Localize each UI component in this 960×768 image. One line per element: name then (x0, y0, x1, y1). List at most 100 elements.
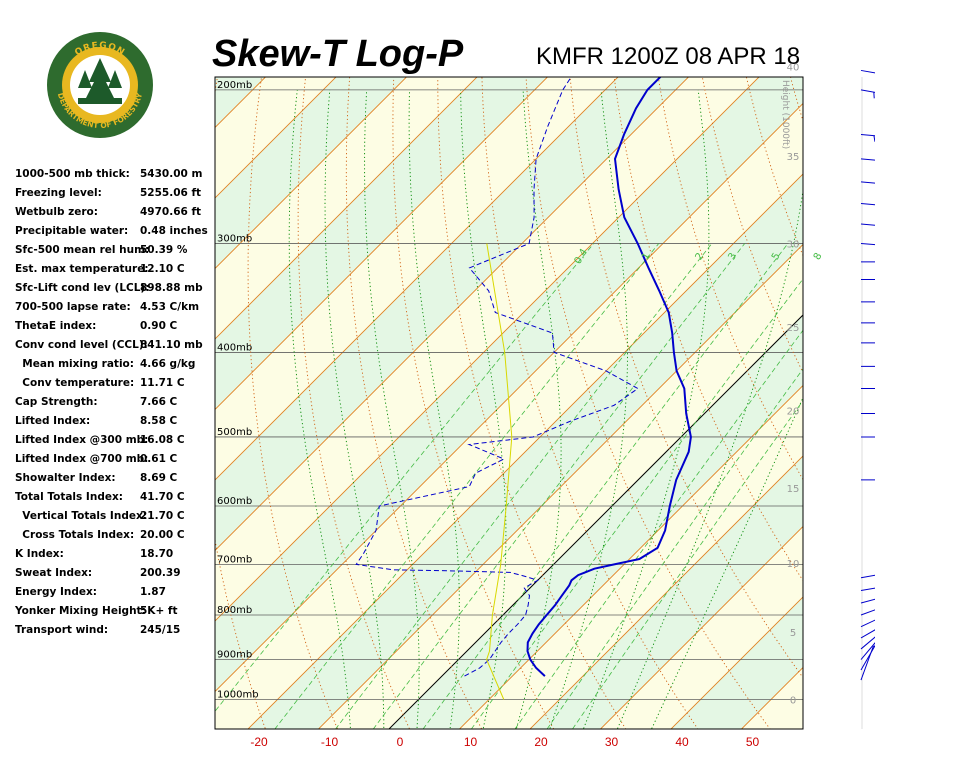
index-row: Transport wind: 245/15 (15, 624, 215, 643)
isotherm (215, 77, 478, 340)
mixing-ratio-label: 1 (640, 251, 653, 262)
mixing-ratio-line (274, 243, 660, 729)
moist-adiabat (364, 89, 420, 729)
height-tick-label: 5 (790, 628, 796, 639)
parcel-path (486, 243, 513, 700)
moist-adiabat (288, 89, 351, 729)
moist-adiabat (582, 89, 710, 729)
dry-adiabat (345, 77, 483, 729)
index-label: Total Totals Index: (15, 491, 123, 503)
wind-barb (861, 279, 875, 281)
index-label: 1000-500 mb thick: (15, 168, 130, 180)
index-label: 700-500 lapse rate: (15, 301, 131, 313)
index-value: 841.10 mb (140, 339, 203, 351)
pressure-label: 200mb (217, 80, 252, 91)
temperature-tick-label: 10 (464, 735, 478, 749)
temperature-tick-label: 20 (534, 735, 548, 749)
isotherm-band (805, 0, 960, 736)
pressure-label: 800mb (217, 605, 252, 616)
isotherm-zero (388, 314, 803, 729)
index-row: Energy Index: 1.87 (15, 586, 215, 605)
plot-frame (214, 76, 804, 730)
isotherm (599, 525, 803, 729)
index-row: Conv cond level (CCL): 841.10 mb (15, 339, 215, 358)
moist-adiabat (408, 89, 460, 729)
wind-barb (861, 479, 875, 481)
isotherm (215, 77, 549, 411)
index-value: 5K+ ft (140, 605, 178, 617)
wind-barb (860, 158, 875, 161)
temperature-tick-label: -20 (250, 735, 268, 749)
index-value: 8.58 C (140, 415, 178, 427)
index-value: 0.61 C (140, 453, 178, 465)
dry-adiabat (525, 77, 771, 729)
wind-barb (860, 587, 875, 592)
index-value: 200.39 (140, 567, 181, 579)
index-value: 11.71 C (140, 377, 185, 389)
temperature-profile (526, 77, 692, 677)
isotherm-band (215, 103, 803, 729)
wind-barb (860, 636, 875, 650)
height-tick-label: 15 (787, 484, 800, 495)
index-value: 4.66 g/kg (140, 358, 196, 370)
wind-barb (860, 69, 875, 74)
wind-barb (860, 181, 875, 184)
dry-adiabat (247, 77, 339, 729)
pressure-label: 1000mb (217, 690, 259, 701)
chart-title: Skew-T Log-P (212, 33, 464, 75)
index-value: 7.66 C (140, 396, 178, 408)
wind-barb (860, 609, 875, 616)
index-row: Cross Totals Index: 20.00 C (15, 529, 215, 548)
index-value: 41.70 C (140, 491, 185, 503)
pressure-label: 500mb (217, 427, 252, 438)
isotherm-band (215, 77, 336, 198)
index-row: Lifted Index: 8.58 C (15, 415, 215, 434)
dry-adiabat (613, 77, 803, 582)
index-label: Energy Index: (15, 586, 97, 598)
index-label: Vertical Totals Index: (15, 510, 147, 522)
index-label: Mean mixing ratio: (15, 358, 134, 370)
height-tick-label: 30 (787, 239, 800, 250)
mixing-ratio-line (546, 368, 803, 729)
wind-barb (861, 365, 875, 367)
index-row: Sweat Index: 200.39 (15, 567, 215, 586)
index-value: 4970.66 ft (140, 206, 202, 218)
wind-barb (861, 388, 875, 390)
index-value: 5430.00 m (140, 168, 203, 180)
index-row: Sfc-500 mean rel hum: 50.39 % (15, 244, 215, 263)
index-value: 20.00 C (140, 529, 185, 541)
dry-adiabat (569, 77, 803, 679)
index-row: Showalter Index: 8.69 C (15, 472, 215, 491)
index-value: 5255.06 ft (140, 187, 202, 199)
wind-barb (861, 5, 896, 23)
wind-barb (860, 644, 875, 671)
index-value: 8.69 C (140, 472, 178, 484)
index-row: Lifted Index @700 mb: 0.61 C (15, 453, 215, 472)
mixing-ratio-line (372, 243, 746, 729)
index-label: Cap Strength: (15, 396, 98, 408)
index-value: 12.10 C (140, 263, 185, 275)
wind-barb (861, 301, 875, 303)
index-label: Lifted Index @300 mb: (15, 434, 149, 446)
isotherm (458, 384, 803, 729)
dry-adiabat (481, 77, 699, 729)
wind-barb (860, 133, 875, 142)
height-axis-title: Height (1000ft) (780, 80, 790, 149)
pressure-label: 400mb (217, 342, 252, 353)
wind-barb (860, 574, 875, 579)
wind-barb (860, 242, 875, 246)
wind-barb (860, 629, 875, 639)
moist-adiabat (324, 89, 385, 729)
index-row: Conv temperature: 11.71 C (15, 377, 215, 396)
dry-adiabat (297, 77, 411, 729)
temperature-tick-label: 0 (397, 735, 404, 749)
index-label: Est. max temperature: (15, 263, 149, 275)
index-row: Yonker Mixing Height: 5K+ ft (15, 605, 215, 624)
index-value: 0.48 inches (140, 225, 208, 237)
index-label: Conv cond level (CCL): (15, 339, 148, 351)
index-label: Lifted Index: (15, 415, 91, 427)
dry-adiabat (893, 0, 960, 736)
index-label: Conv temperature: (15, 377, 135, 389)
temperature-tick-label: 50 (746, 735, 760, 749)
